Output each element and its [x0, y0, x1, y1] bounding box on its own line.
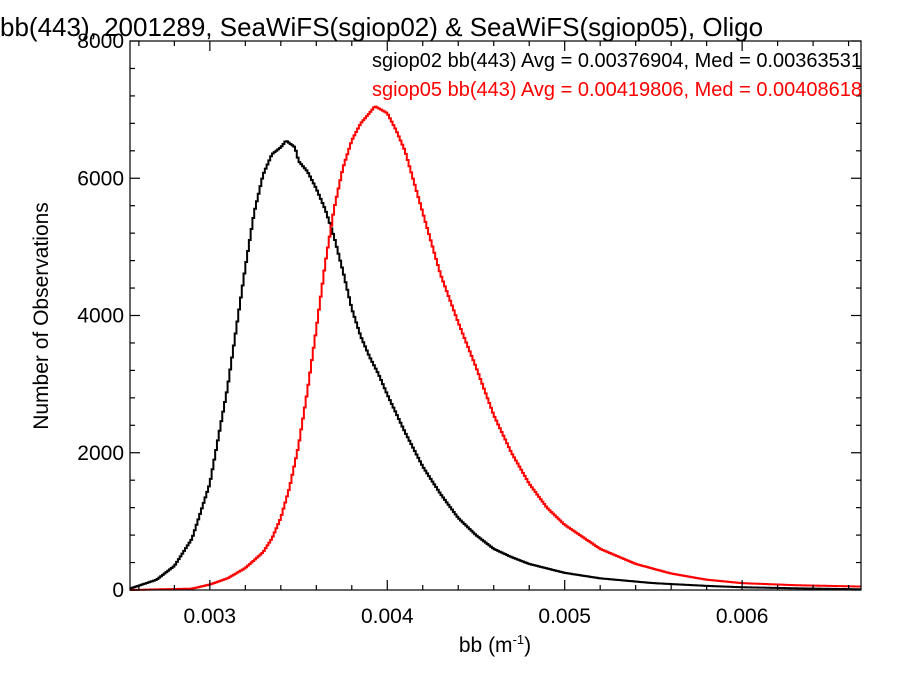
- x-tick-label: 0.006: [716, 605, 769, 628]
- y-tick-label: 0: [112, 579, 124, 602]
- x-axis-label-close: ): [524, 634, 531, 657]
- x-axis-label: bb (m-1): [459, 632, 531, 657]
- axis-ticks: 0.003 0.004 0.005 0.006 0 2000 4000 6000 8000: [77, 30, 861, 628]
- y-tick-label: 6000: [77, 167, 124, 190]
- chart-title: bb(443), 2001289, SeaWiFS(sgiop02) & Sea…: [0, 12, 763, 42]
- plot-frame: [129, 40, 862, 591]
- y-tick-label: 8000: [77, 30, 124, 53]
- y-tick-label: 4000: [77, 305, 124, 328]
- x-axis-label-superscript: -1: [513, 632, 525, 647]
- x-axis-label-main: bb (m: [459, 634, 513, 657]
- series-line-2: [130, 105, 861, 591]
- series-line-1: [130, 140, 861, 591]
- x-tick-label: 0.005: [538, 605, 591, 628]
- y-axis-label: Number of Observations: [30, 202, 53, 430]
- x-tick-label: 0.004: [361, 605, 414, 628]
- legend-sgiop02: sgiop02 bb(443) Avg = 0.00376904, Med = …: [372, 50, 862, 72]
- y-tick-label: 2000: [77, 442, 124, 465]
- plot-area: [130, 105, 861, 591]
- legend-sgiop05: sgiop05 bb(443) Avg = 0.00419806, Med = …: [372, 79, 862, 101]
- x-tick-label: 0.003: [184, 605, 237, 628]
